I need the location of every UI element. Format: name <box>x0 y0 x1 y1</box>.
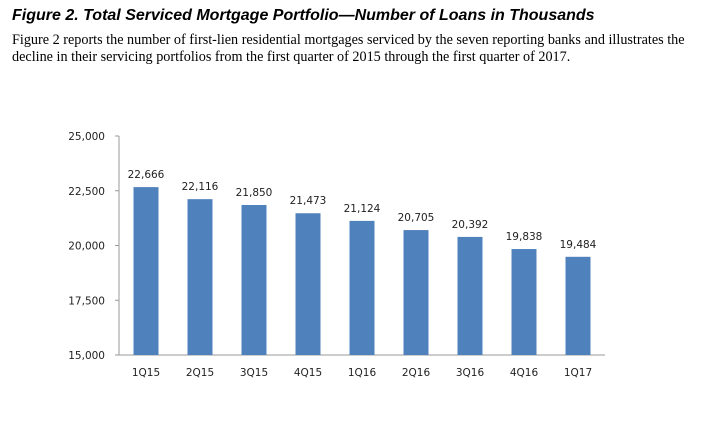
data-label: 22,666 <box>128 169 165 181</box>
x-tick-label: 3Q15 <box>240 367 268 379</box>
bar-1Q17 <box>565 256 591 355</box>
x-tick-label: 1Q16 <box>348 367 377 379</box>
y-tick-label: 15,000 <box>68 350 105 362</box>
x-tick-label: 4Q15 <box>294 367 322 379</box>
x-tick-label: 2Q16 <box>402 367 431 379</box>
data-label: 19,838 <box>506 231 543 243</box>
bar-4Q15 <box>295 213 321 355</box>
data-label: 21,473 <box>290 195 327 207</box>
bar-3Q16 <box>457 236 483 355</box>
bar-4Q16 <box>511 249 537 355</box>
data-label: 21,850 <box>236 187 273 199</box>
y-tick-label: 17,500 <box>68 295 105 307</box>
bar-1Q16 <box>349 220 375 355</box>
x-tick-label: 1Q17 <box>564 367 592 379</box>
data-label: 21,124 <box>344 203 381 215</box>
bar-2Q16 <box>403 230 429 355</box>
x-tick-label: 2Q15 <box>186 367 214 379</box>
data-label: 20,392 <box>452 219 489 231</box>
data-label: 20,705 <box>398 212 435 224</box>
data-label: 19,484 <box>560 239 597 251</box>
y-tick-label: 25,000 <box>68 131 105 143</box>
bar-1Q15 <box>133 187 159 355</box>
figure-title: Figure 2. Total Serviced Mortgage Portfo… <box>12 7 595 24</box>
y-tick-label: 22,500 <box>68 186 105 198</box>
bar-2Q15 <box>187 199 213 355</box>
y-tick-label: 20,000 <box>68 241 105 253</box>
x-tick-label: 1Q15 <box>132 367 160 379</box>
figure-description: Figure 2 reports the number of first-lie… <box>12 32 685 65</box>
x-tick-label: 3Q16 <box>456 367 485 379</box>
x-tick-label: 4Q16 <box>510 367 539 379</box>
bar-3Q15 <box>241 204 267 355</box>
data-label: 22,116 <box>182 181 219 193</box>
